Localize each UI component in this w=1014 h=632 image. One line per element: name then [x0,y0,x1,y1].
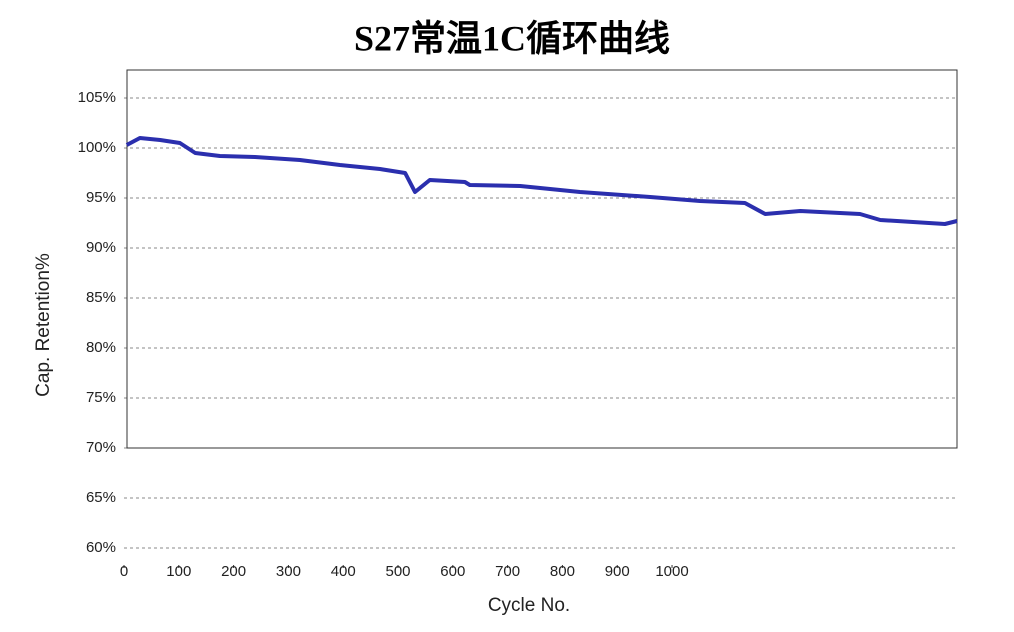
y-tick-label: 60% [86,539,116,556]
x-tick-label: 300 [276,563,301,580]
y-axis-label: Cap. Retention% [33,253,54,397]
x-tick-label: 600 [440,563,465,580]
x-tick-label: 500 [385,563,410,580]
plot-frame [126,69,958,449]
x-tick-label: 0 [120,563,128,580]
chart-title: S27常温1C循环曲线 [354,18,670,58]
x-tick-label: 1000 [655,563,688,580]
y-tick-label: 70% [86,439,116,456]
y-tick-label: 80% [86,339,116,356]
x-tick-label: 700 [495,563,520,580]
x-tick-label: 200 [221,563,246,580]
x-tick-label: 800 [550,563,575,580]
x-tick-label: 400 [331,563,356,580]
y-tick-label: 65% [86,489,116,506]
x-tick-label: 100 [166,563,191,580]
y-tick-label: 75% [86,389,116,406]
y-tick-label: 95% [86,189,116,206]
data-line [125,136,958,226]
x-axis-label: Cycle No. [488,595,570,616]
y-tick-label: 90% [86,239,116,256]
y-tick-label: 100% [78,139,116,156]
y-tick-label: 85% [86,289,116,306]
y-tick-label: 105% [78,89,116,106]
x-tick-label: 900 [605,563,630,580]
